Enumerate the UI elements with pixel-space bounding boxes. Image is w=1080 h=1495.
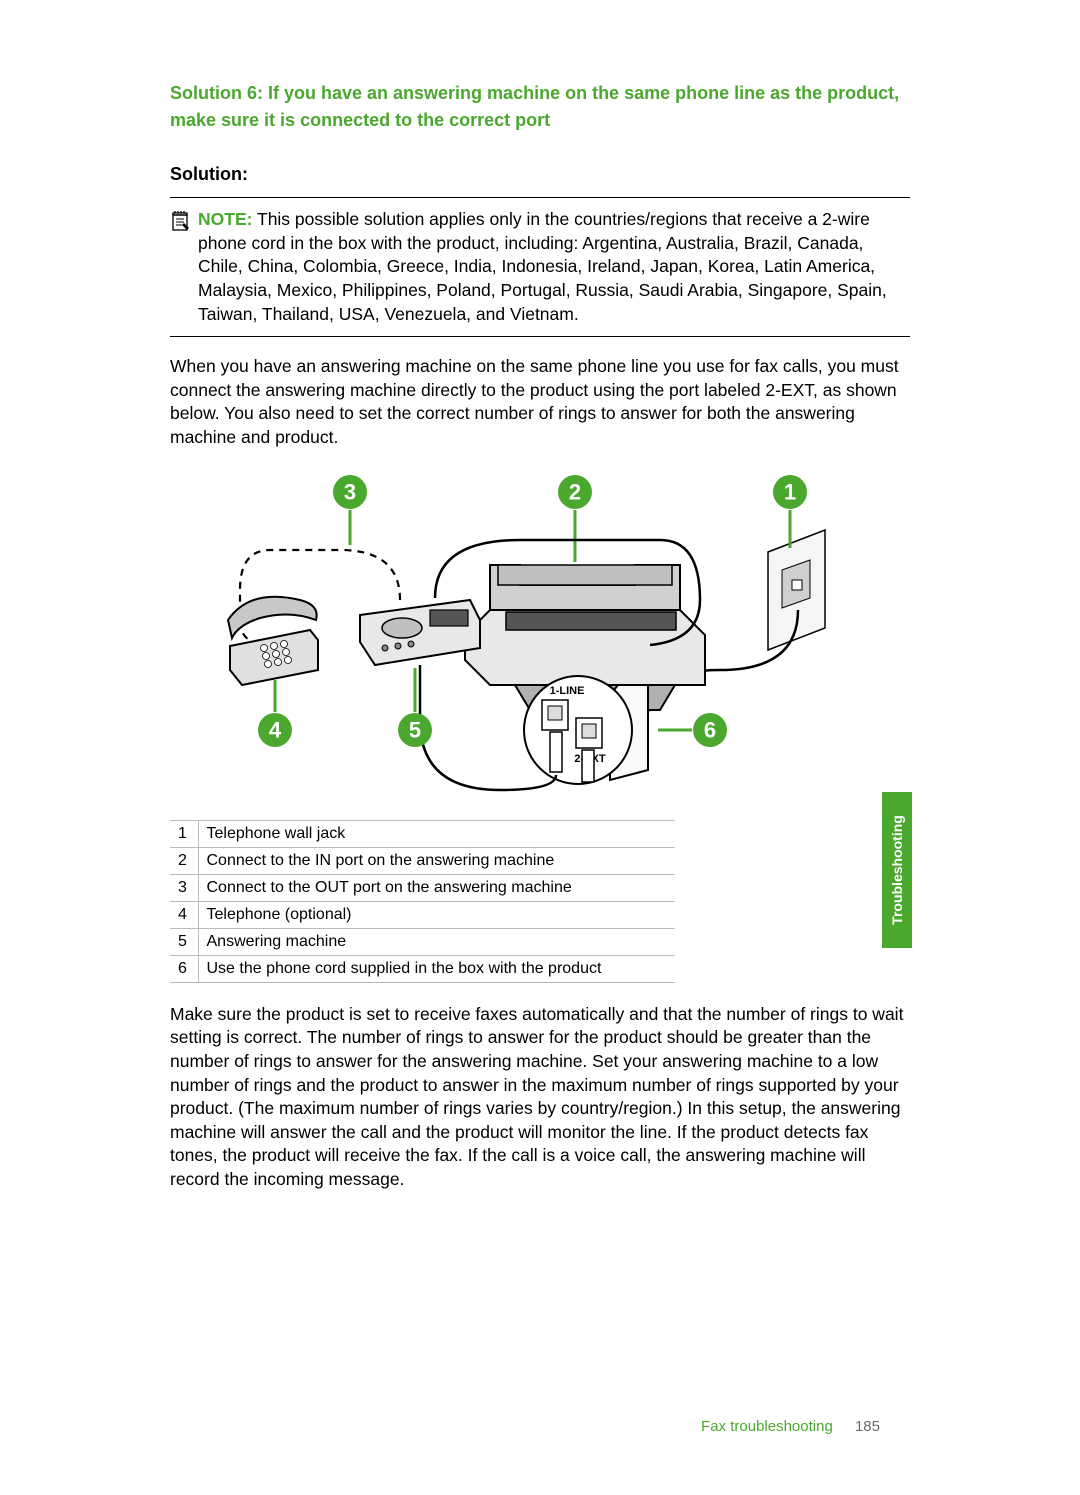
legend-number: 1 <box>170 820 198 847</box>
wall-jack <box>768 530 825 650</box>
legend-row: 6Use the phone cord supplied in the box … <box>170 955 675 982</box>
legend-number: 5 <box>170 928 198 955</box>
telephone <box>228 596 318 684</box>
note-box: NOTE: This possible solution applies onl… <box>170 197 910 337</box>
legend-text: Telephone (optional) <box>198 901 675 928</box>
paragraph-1: When you have an answering machine on th… <box>170 355 910 450</box>
solution-heading: Solution 6: If you have an answering mac… <box>170 80 910 134</box>
legend-row: 1Telephone wall jack <box>170 820 675 847</box>
legend-row: 2Connect to the IN port on the answering… <box>170 847 675 874</box>
connection-diagram: 3 2 1 <box>220 470 860 800</box>
callout-5: 5 <box>409 717 421 742</box>
legend-text: Answering machine <box>198 928 675 955</box>
callout-6: 6 <box>704 717 716 742</box>
side-tab: Troubleshooting <box>882 792 912 948</box>
legend-table: 1Telephone wall jack2Connect to the IN p… <box>170 820 675 983</box>
callout-4: 4 <box>269 717 282 742</box>
paragraph-2: Make sure the product is set to receive … <box>170 1003 910 1192</box>
legend-text: Connect to the IN port on the answering … <box>198 847 675 874</box>
printer: 1-LINE 2-EXT <box>465 565 705 784</box>
page-footer: Fax troubleshooting 185 <box>701 1418 880 1435</box>
legend-number: 6 <box>170 955 198 982</box>
callout-3: 3 <box>344 479 356 504</box>
footer-page-number: 185 <box>855 1418 880 1435</box>
legend-row: 4Telephone (optional) <box>170 901 675 928</box>
legend-row: 5Answering machine <box>170 928 675 955</box>
legend-row: 3Connect to the OUT port on the answerin… <box>170 874 675 901</box>
legend-text: Use the phone cord supplied in the box w… <box>198 955 675 982</box>
note-text: This possible solution applies only in t… <box>198 209 887 324</box>
note-label: NOTE: <box>198 209 252 229</box>
legend-text: Telephone wall jack <box>198 820 675 847</box>
solution-label: Solution: <box>170 164 910 185</box>
note-icon <box>170 208 198 237</box>
legend-text: Connect to the OUT port on the answering… <box>198 874 675 901</box>
legend-number: 2 <box>170 847 198 874</box>
legend-number: 4 <box>170 901 198 928</box>
side-tab-label: Troubleshooting <box>889 815 905 925</box>
callout-2: 2 <box>569 479 581 504</box>
port-1-label: 1-LINE <box>550 685 585 697</box>
note-content: NOTE: This possible solution applies onl… <box>198 208 910 326</box>
callout-1: 1 <box>784 479 796 504</box>
footer-section: Fax troubleshooting <box>701 1418 833 1435</box>
answering-machine <box>360 600 480 665</box>
legend-number: 3 <box>170 874 198 901</box>
